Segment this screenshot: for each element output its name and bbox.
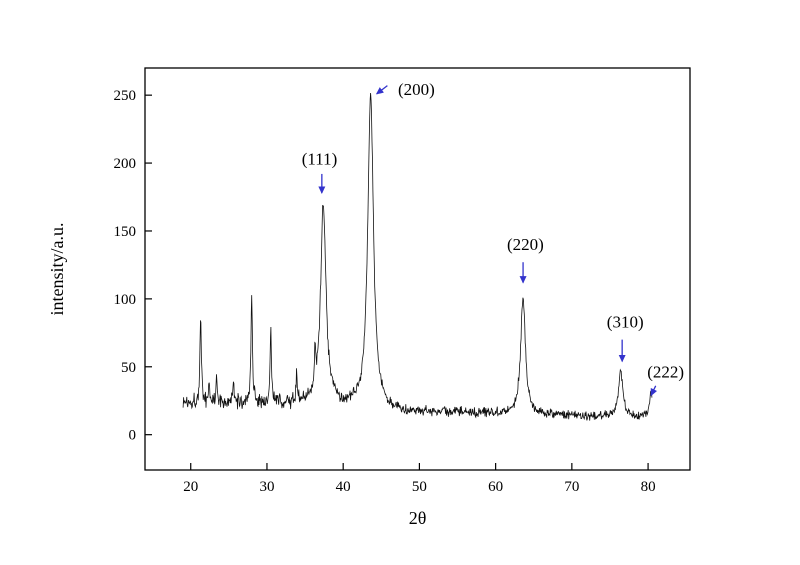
peak-label: (310)	[607, 312, 644, 331]
y-tick-label: 250	[114, 88, 137, 104]
peak-label: (220)	[507, 235, 544, 254]
y-tick-label: 0	[129, 428, 137, 444]
x-tick-label: 20	[183, 479, 198, 495]
x-tick-label: 30	[259, 479, 274, 495]
peak-label: (222)	[647, 363, 684, 382]
x-axis-ticks: 20 30 40 50 60 70 80	[183, 463, 656, 495]
peak-label: (200)	[398, 80, 435, 99]
peak-arrow	[650, 385, 658, 397]
peak-arrow	[375, 85, 388, 95]
peak-label: (111)	[302, 149, 338, 168]
x-tick-label: 40	[336, 479, 351, 495]
peak-annotations: (111) (200) (220) (310) (222)	[302, 80, 684, 397]
x-tick-label: 70	[564, 479, 579, 495]
xrd-trace	[182, 92, 653, 421]
y-axis-label: intensity/a.u.	[47, 223, 67, 316]
x-tick-label: 50	[412, 479, 427, 495]
y-tick-label: 100	[114, 292, 137, 308]
y-tick-label: 50	[121, 360, 136, 376]
y-axis-ticks: 0 50 100 150 200 250	[114, 88, 152, 444]
y-tick-label: 200	[114, 156, 137, 172]
x-tick-label: 60	[488, 479, 503, 495]
x-axis-label: 2θ	[409, 508, 427, 528]
plot-frame	[144, 67, 691, 471]
x-tick-label: 80	[641, 479, 656, 495]
y-tick-label: 150	[114, 224, 137, 240]
